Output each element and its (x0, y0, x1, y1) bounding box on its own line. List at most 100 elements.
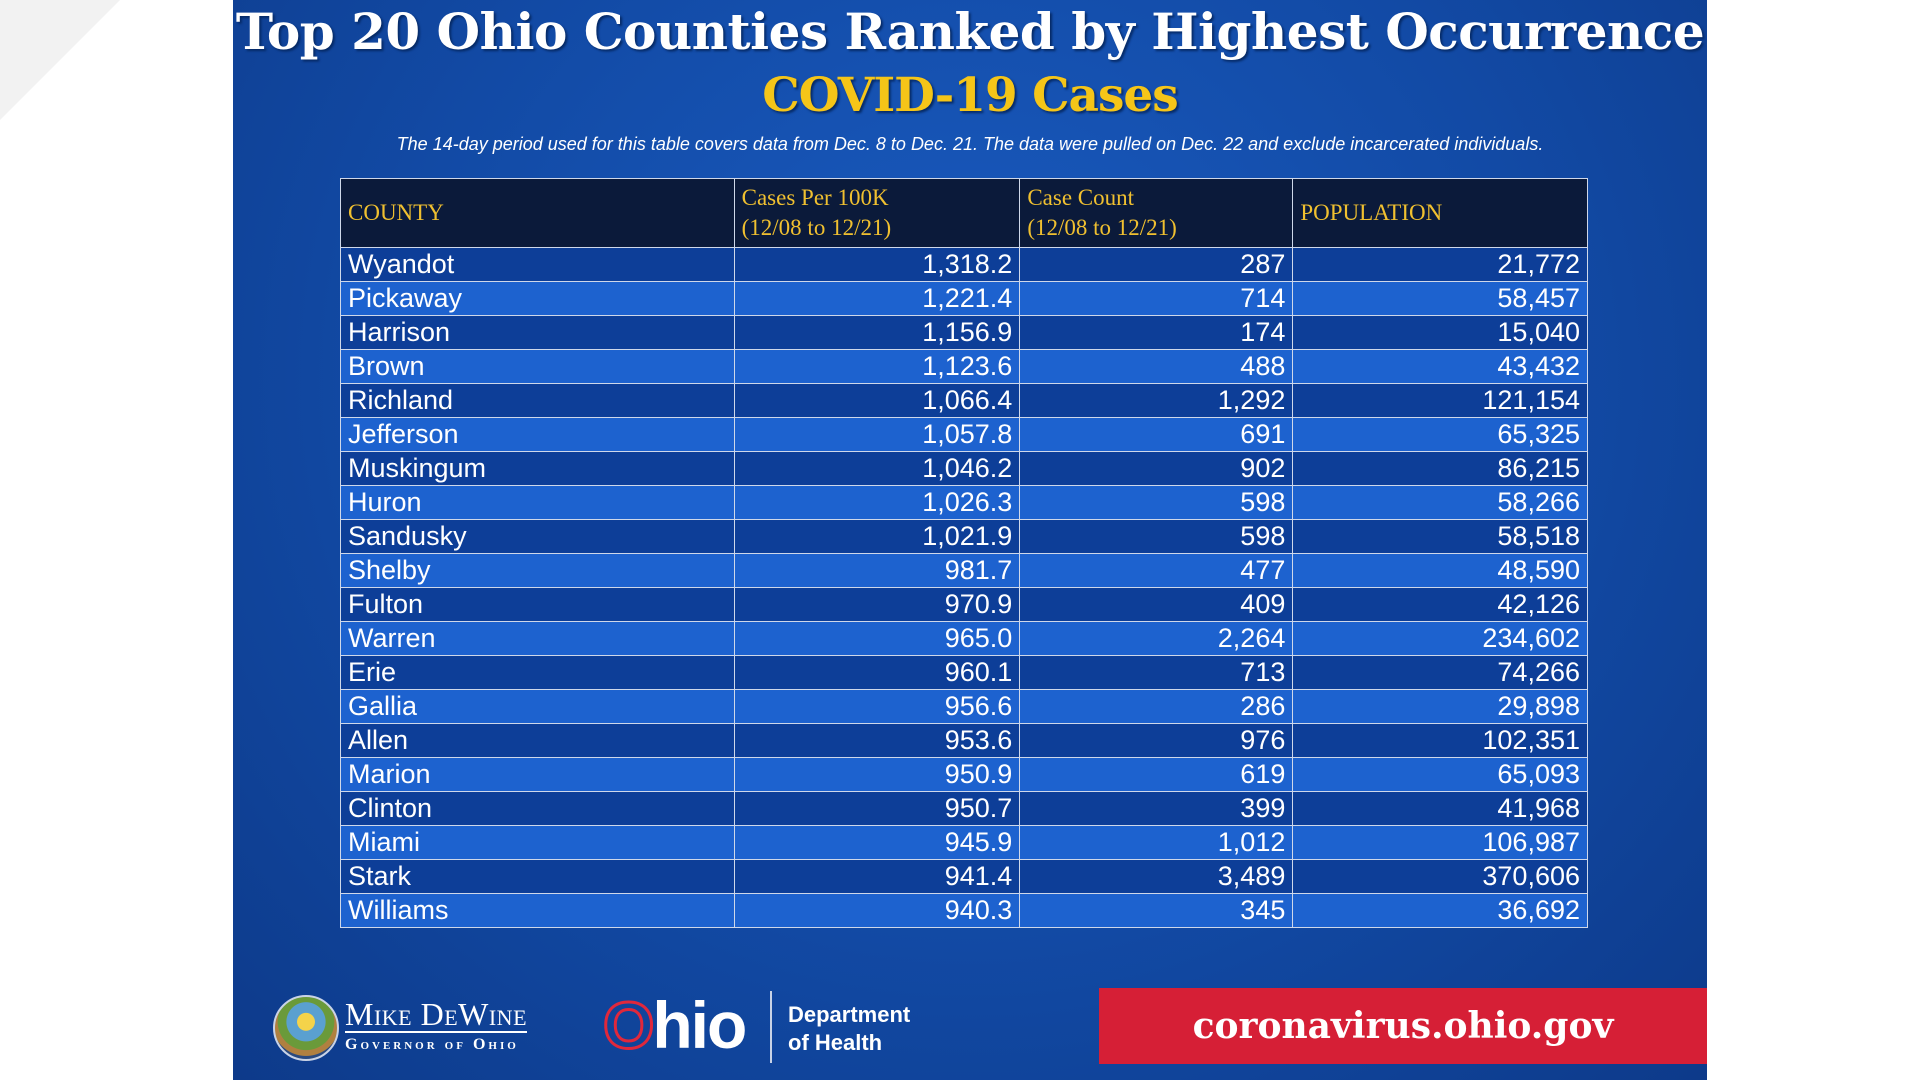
website-url-banner: coronavirus.ohio.gov (1099, 988, 1707, 1064)
table-row: Huron 1,026.3 598 58,266 (340, 485, 1588, 520)
population-cell: 102,351 (1292, 723, 1588, 758)
population-cell: 15,040 (1292, 315, 1588, 350)
case-count-cell: 714 (1019, 281, 1294, 316)
case-count-cell: 345 (1019, 893, 1294, 928)
cases-per-100k-cell: 941.4 (733, 859, 1021, 894)
table-row: Muskingum 1,046.2 902 86,215 (340, 451, 1588, 486)
county-cell: Harrison (340, 315, 735, 350)
table-row: Fulton 970.9 409 42,126 (340, 587, 1588, 622)
table-row: Stark 941.4 3,489 370,606 (340, 859, 1588, 894)
county-cell: Allen (340, 723, 735, 758)
county-cell: Fulton (340, 587, 735, 622)
cases-per-100k-cell: 965.0 (733, 621, 1021, 656)
page-subtitle: COVID-19 Cases (762, 68, 1179, 123)
county-cell: Erie (340, 655, 735, 690)
counties-table: COUNTY Cases Per 100K (12/08 to 12/21) Case… (340, 178, 1588, 928)
county-cell: Williams (340, 893, 735, 928)
population-cell: 121,154 (1292, 383, 1588, 418)
column-header: COUNTY (340, 178, 735, 248)
county-cell: Pickaway (340, 281, 735, 316)
case-count-cell: 619 (1019, 757, 1294, 792)
column-header: Cases Per 100K (12/08 to 12/21) (733, 178, 1021, 248)
cases-per-100k-cell: 953.6 (733, 723, 1021, 758)
table-row: Erie 960.1 713 74,266 (340, 655, 1588, 690)
cases-per-100k-cell: 970.9 (733, 587, 1021, 622)
case-count-cell: 902 (1019, 451, 1294, 486)
cases-per-100k-cell: 1,057.8 (733, 417, 1021, 452)
ohio-logo: Ohio (601, 987, 747, 1064)
population-cell: 42,126 (1292, 587, 1588, 622)
cases-per-100k-cell: 1,026.3 (733, 485, 1021, 520)
population-cell: 43,432 (1292, 349, 1588, 384)
cases-per-100k-cell: 940.3 (733, 893, 1021, 928)
header-line2: (12/08 to 12/21) (741, 215, 892, 240)
table-row: Marion 950.9 619 65,093 (340, 757, 1588, 792)
case-count-cell: 1,012 (1019, 825, 1294, 860)
governor-name: Mike DeWine (345, 996, 528, 1033)
cases-per-100k-cell: 945.9 (733, 825, 1021, 860)
department-of-health: Department of Health (788, 1001, 910, 1057)
population-cell: 29,898 (1292, 689, 1588, 724)
table-row: Brown 1,123.6 488 43,432 (340, 349, 1588, 384)
cases-per-100k-cell: 1,046.2 (733, 451, 1021, 486)
case-count-cell: 3,489 (1019, 859, 1294, 894)
column-header: Case Count (12/08 to 12/21) (1019, 178, 1294, 248)
cases-per-100k-cell: 950.7 (733, 791, 1021, 826)
data-note: The 14-day period used for this table co… (396, 134, 1544, 154)
population-cell: 58,518 (1292, 519, 1588, 554)
population-cell: 36,692 (1292, 893, 1588, 928)
case-count-cell: 713 (1019, 655, 1294, 690)
case-count-cell: 399 (1019, 791, 1294, 826)
cases-per-100k-cell: 1,123.6 (733, 349, 1021, 384)
cases-per-100k-cell: 960.1 (733, 655, 1021, 690)
header-line1: Cases Per 100K (741, 185, 889, 210)
header-line2: (12/08 to 12/21) (1027, 215, 1177, 240)
county-cell: Gallia (340, 689, 735, 724)
table-row: Williams 940.3 345 36,692 (340, 893, 1588, 928)
cases-per-100k-cell: 1,318.2 (733, 247, 1021, 282)
page-title: Top 20 Ohio Counties Ranked by Highest O… (235, 2, 1705, 61)
case-count-cell: 488 (1019, 349, 1294, 384)
population-cell: 86,215 (1292, 451, 1588, 486)
case-count-cell: 976 (1019, 723, 1294, 758)
cases-per-100k-cell: 1,221.4 (733, 281, 1021, 316)
population-cell: 74,266 (1292, 655, 1588, 690)
population-cell: 370,606 (1292, 859, 1588, 894)
table-row: Warren 965.0 2,264 234,602 (340, 621, 1588, 656)
case-count-cell: 598 (1019, 485, 1294, 520)
population-cell: 58,266 (1292, 485, 1588, 520)
header-line1: Case Count (1027, 185, 1135, 210)
county-cell: Muskingum (340, 451, 735, 486)
population-cell: 48,590 (1292, 553, 1588, 588)
background-corner (0, 0, 120, 120)
table-header-row: COUNTY Cases Per 100K (12/08 to 12/21) Case… (340, 178, 1588, 248)
cases-per-100k-cell: 1,021.9 (733, 519, 1021, 554)
county-cell: Miami (340, 825, 735, 860)
case-count-cell: 691 (1019, 417, 1294, 452)
table-row: Jefferson 1,057.8 691 65,325 (340, 417, 1588, 452)
ohio-logo-o: O (601, 987, 655, 1064)
county-cell: Richland (340, 383, 735, 418)
header-line1: POPULATION (1300, 200, 1443, 225)
cases-per-100k-cell: 981.7 (733, 553, 1021, 588)
infographic-panel: Top 20 Ohio Counties Ranked by Highest O… (233, 0, 1707, 1080)
population-cell: 58,457 (1292, 281, 1588, 316)
population-cell: 234,602 (1292, 621, 1588, 656)
table-row: Allen 953.6 976 102,351 (340, 723, 1588, 758)
dept-line1: Department (788, 1002, 911, 1027)
table-row: Clinton 950.7 399 41,968 (340, 791, 1588, 826)
county-cell: Shelby (340, 553, 735, 588)
county-cell: Brown (340, 349, 735, 384)
population-cell: 41,968 (1292, 791, 1588, 826)
case-count-cell: 174 (1019, 315, 1294, 350)
county-cell: Clinton (340, 791, 735, 826)
header-line1: COUNTY (348, 200, 444, 225)
county-cell: Marion (340, 757, 735, 792)
table-row: Miami 945.9 1,012 106,987 (340, 825, 1588, 860)
table-row: Harrison 1,156.9 174 15,040 (340, 315, 1588, 350)
column-header: POPULATION (1292, 178, 1588, 248)
case-count-cell: 598 (1019, 519, 1294, 554)
table-row: Gallia 956.6 286 29,898 (340, 689, 1588, 724)
cases-per-100k-cell: 950.9 (733, 757, 1021, 792)
county-cell: Jefferson (340, 417, 735, 452)
